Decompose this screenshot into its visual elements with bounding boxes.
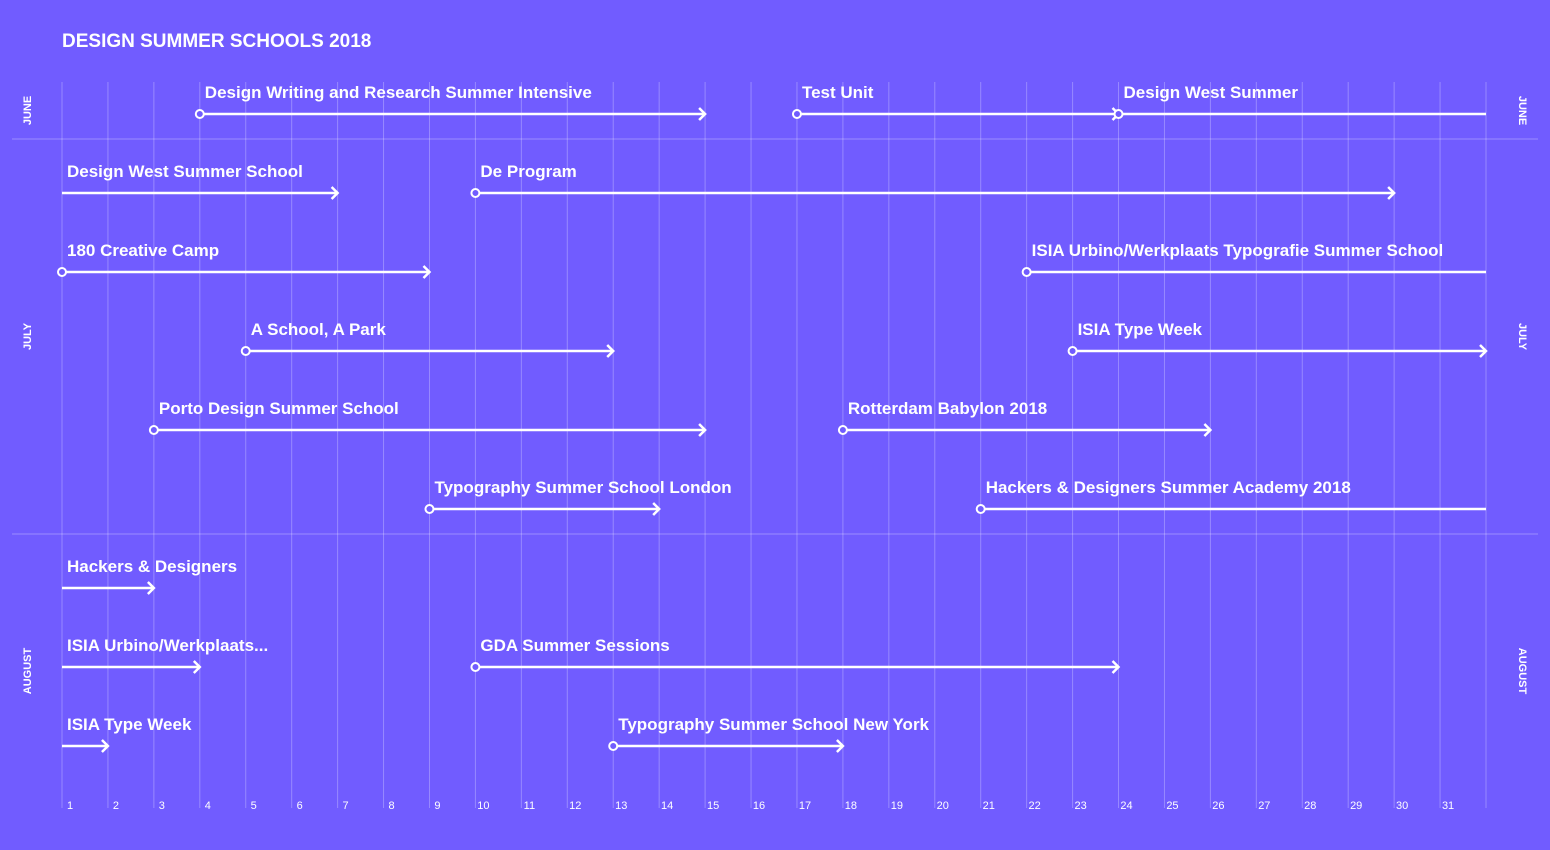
month-label: AUGUST	[22, 648, 34, 695]
event-arrow	[146, 581, 156, 595]
x-tick-label: 4	[205, 800, 211, 812]
x-tick-label: 25	[1166, 800, 1178, 812]
month-label: JULY	[22, 322, 34, 350]
x-tick-label: 24	[1120, 800, 1132, 812]
event-label: Test Unit	[802, 83, 874, 102]
event-label: ISIA Type Week	[1078, 320, 1203, 339]
event-start	[148, 425, 159, 435]
event-arrow	[836, 739, 845, 753]
x-tick-label: 13	[615, 800, 627, 812]
x-tick-label: 22	[1029, 800, 1041, 812]
event-start	[1113, 109, 1124, 119]
event-start	[194, 109, 205, 119]
x-tick-label: 15	[707, 800, 719, 812]
event-start	[1021, 267, 1032, 277]
event-arrow	[192, 660, 202, 674]
event-start	[1067, 346, 1078, 356]
x-tick-label: 11	[524, 800, 535, 812]
event-arrow	[1479, 344, 1488, 358]
event-label: Typography Summer School New York	[618, 715, 929, 734]
x-tick-label: 17	[799, 800, 811, 812]
event-arrow	[652, 502, 661, 516]
event-label: ISIA Urbino/Werkplaats...	[67, 636, 268, 655]
event-start	[975, 504, 986, 514]
x-tick-label: 21	[983, 800, 995, 812]
x-tick-label: 2	[113, 800, 119, 812]
event-start	[608, 741, 619, 751]
event-label: Porto Design Summer School	[159, 399, 399, 418]
event-label: Rotterdam Babylon 2018	[848, 399, 1047, 418]
event-label: Typography Summer School London	[434, 478, 731, 497]
x-tick-label: 12	[569, 800, 581, 812]
chart-title: DESIGN SUMMER SCHOOLS 2018	[62, 31, 371, 52]
event-start	[470, 188, 481, 198]
event-start	[837, 425, 848, 435]
x-tick-label: 20	[937, 800, 949, 812]
event-label: 180 Creative Camp	[67, 241, 219, 260]
event-label: Design Writing and Research Summer Inten…	[205, 83, 592, 102]
event-arrow	[698, 423, 707, 437]
event-arrow	[1387, 186, 1396, 200]
month-label: JUNE	[1516, 96, 1528, 125]
x-tick-label: 29	[1350, 800, 1362, 812]
x-tick-label: 23	[1074, 800, 1086, 812]
event-start	[791, 109, 802, 119]
event-start	[57, 267, 67, 277]
event-arrow	[1111, 660, 1121, 674]
event-arrow	[698, 107, 707, 121]
month-label: JUNE	[22, 96, 34, 125]
event-arrow	[330, 186, 340, 200]
event-label: Design West Summer	[1124, 83, 1299, 102]
event-arrow	[422, 265, 432, 279]
event-label: Hackers & Designers	[67, 557, 237, 576]
x-tick-label: 5	[251, 800, 257, 812]
x-tick-label: 7	[343, 800, 349, 812]
event-label: A School, A Park	[251, 320, 387, 339]
x-tick-label: 31	[1442, 800, 1454, 812]
x-tick-label: 1	[67, 800, 73, 812]
event-label: GDA Summer Sessions	[480, 636, 669, 655]
x-tick-label: 10	[477, 800, 489, 812]
event-arrow	[606, 344, 615, 358]
x-tick-label: 9	[434, 800, 440, 812]
x-tick-label: 27	[1258, 800, 1270, 812]
event-arrow	[1203, 423, 1213, 437]
x-tick-label: 14	[661, 800, 673, 812]
x-tick-label: 3	[159, 800, 165, 812]
x-tick-label: 6	[297, 800, 303, 812]
event-label: Hackers & Designers Summer Academy 2018	[986, 478, 1351, 497]
month-label: AUGUST	[1516, 648, 1528, 695]
event-label: Design West Summer School	[67, 162, 303, 181]
event-start	[470, 662, 481, 672]
event-label: ISIA Urbino/Werkplaats Typografie Summer…	[1032, 241, 1444, 260]
x-tick-label: 19	[891, 800, 903, 812]
x-tick-label: 18	[845, 800, 857, 812]
x-tick-label: 28	[1304, 800, 1316, 812]
x-tick-label: 16	[753, 800, 765, 812]
event-label: De Program	[480, 162, 576, 181]
x-tick-label: 26	[1212, 800, 1224, 812]
month-label: JULY	[1516, 323, 1528, 351]
event-arrow	[101, 739, 110, 753]
x-tick-label: 8	[388, 800, 394, 812]
event-start	[240, 346, 251, 356]
x-tick-label: 30	[1396, 800, 1408, 812]
event-label: ISIA Type Week	[67, 715, 192, 734]
event-start	[424, 504, 435, 514]
